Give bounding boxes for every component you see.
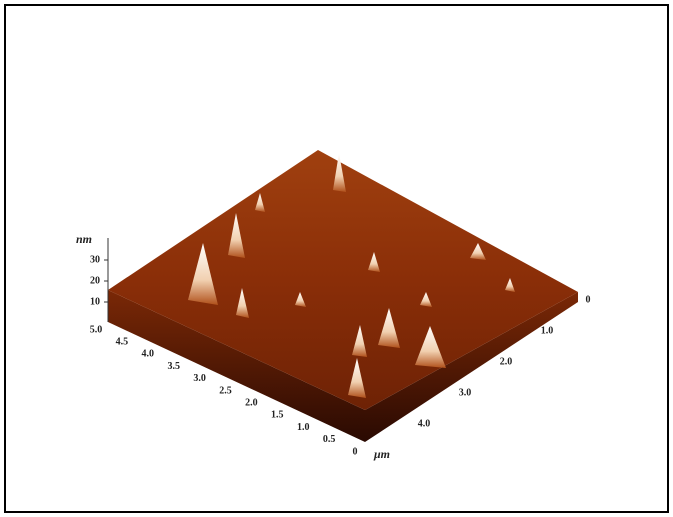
left-tick-label: 5.0 xyxy=(90,324,103,335)
left-tick-label: 2.0 xyxy=(245,397,258,408)
right-tick-label: 1.0 xyxy=(541,325,554,336)
right-tick-label: 3.0 xyxy=(459,387,472,398)
right-tick-label: 0 xyxy=(586,294,591,305)
page: {"z_axis": {"label": "nm", "ticks": ["10… xyxy=(0,0,673,517)
figure: nm μm 10 20 30 5.0 4.5 4.0 3.5 3.0 2.5 2.0 1.5 1.0 0… xyxy=(0,0,673,517)
left-tick-label: 1.0 xyxy=(297,422,310,433)
left-tick-label: 3.0 xyxy=(193,373,206,384)
left-tick-label: 0 xyxy=(353,446,358,457)
right-tick-label: 4.0 xyxy=(418,418,431,429)
right-tick-label: 2.0 xyxy=(500,356,513,367)
z-tick-label: 30 xyxy=(90,254,100,265)
left-tick-label: 0.5 xyxy=(323,434,336,445)
z-tick-label: 10 xyxy=(90,296,100,307)
right-axis-label: μm xyxy=(373,447,390,461)
left-tick-label: 4.5 xyxy=(116,336,129,347)
z-tick-label: 20 xyxy=(90,275,100,286)
left-tick-label: 2.5 xyxy=(219,385,232,396)
left-tick-label: 4.0 xyxy=(142,349,155,360)
z-axis-label: nm xyxy=(76,232,92,246)
left-tick-label: 3.5 xyxy=(167,361,180,372)
left-tick-label: 1.5 xyxy=(271,410,284,421)
